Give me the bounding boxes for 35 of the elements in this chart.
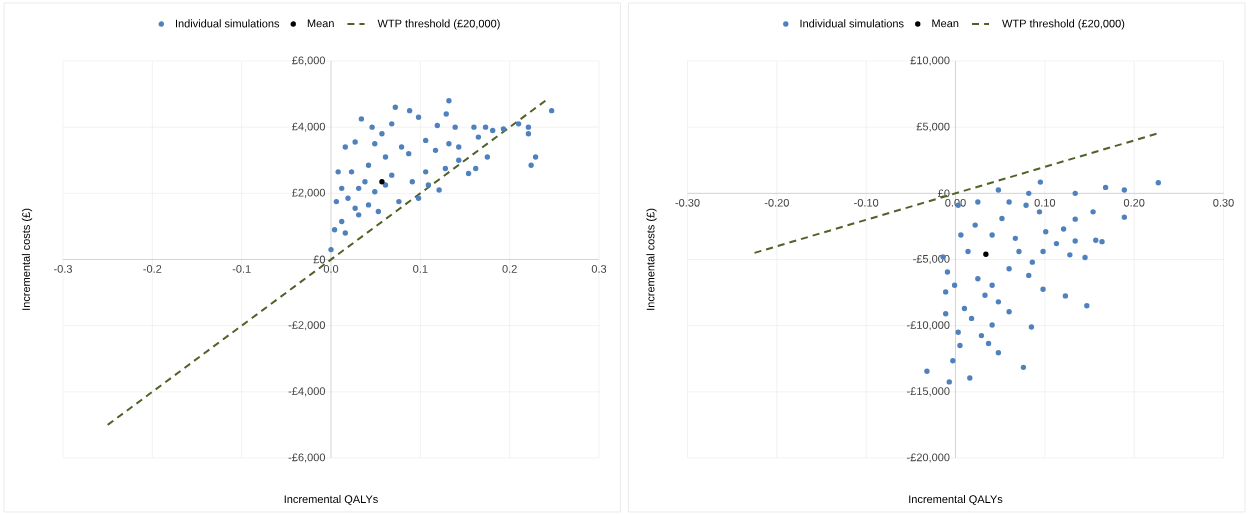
y-tick-label: £10,000 <box>910 56 950 66</box>
x-tick-label: 0.1 <box>413 265 428 273</box>
y-tick-label: £2,000 <box>292 188 326 198</box>
x-tick-label: -0.3 <box>54 265 72 273</box>
legend-label: WTP threshold (£20,000) <box>1002 19 1125 30</box>
legend-label: Mean <box>307 19 334 28</box>
y-tick-label: £6,000 <box>292 56 326 66</box>
x-axis-title: Incremental QALYs <box>284 494 378 506</box>
x-tick-label: -0.2 <box>143 265 162 273</box>
y-tick-label: -£4,000 <box>288 387 326 397</box>
x-tick-label: 0.10 <box>1034 198 1056 207</box>
x-tick-label: -0.20 <box>764 198 789 207</box>
x-axis-title: Incremental QALYs <box>909 494 1003 506</box>
y-tick-label: £5,000 <box>916 122 950 132</box>
y-tick-label: £0 <box>313 255 326 264</box>
legend-label: Individual simulations <box>800 19 904 28</box>
x-tick-label: 0.30 <box>1213 198 1234 207</box>
legend-label: Mean <box>932 19 959 28</box>
y-axis-title: Incremental costs (£) <box>646 208 657 310</box>
x-tick-label: -0.1 <box>232 265 251 273</box>
y-tick-label: £4,000 <box>292 122 326 132</box>
x-tick-label: 0.3 <box>591 265 607 273</box>
y-tick-label: -£10,000 <box>907 321 950 331</box>
y-tick-label: -£15,000 <box>907 387 950 397</box>
legend-label: WTP threshold (£20,000) <box>377 19 500 30</box>
x-tick-label: 0.20 <box>1123 198 1145 207</box>
y-tick-label: -£6,000 <box>288 453 326 463</box>
x-tick-label: -0.10 <box>854 198 879 207</box>
x-tick-label: -0.30 <box>675 198 700 207</box>
legend-label: Individual simulations <box>176 19 280 28</box>
y-tick-label: -£20,000 <box>907 453 950 463</box>
y-tick-label: -£2,000 <box>288 321 326 331</box>
x-tick-label: 0.0 <box>323 265 339 273</box>
y-axis-title: Incremental costs (£) <box>21 208 33 310</box>
x-tick-label: 0.2 <box>502 265 517 273</box>
